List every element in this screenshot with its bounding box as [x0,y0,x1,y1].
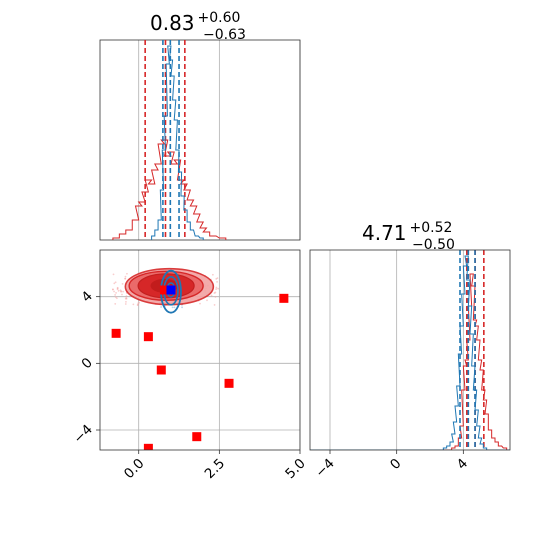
scatter-point [213,292,216,294]
scatter-point-blue [171,306,174,309]
scatter-point [124,303,127,305]
scatter-point [122,290,125,293]
x-tick-label-2: 5.0 [282,456,309,483]
red-square-marker-6 [192,432,202,442]
scatter-point [125,295,128,298]
blue-square-marker [166,285,176,295]
red-square-marker-4 [156,365,166,375]
scatter-point [124,277,126,280]
x-tick-label-1: 2.5 [202,456,229,483]
histogram-step-line-0 [112,139,227,240]
scatter-point-blue [160,306,163,308]
scatter-point [215,288,217,290]
scatter-point [206,299,208,302]
panel-title-bottom-right: 4.71 +0.52 −0.50 [362,220,455,253]
panel-title-top-left: 0.83 +0.60 −0.63 [150,10,246,43]
scatter-point [121,282,124,285]
x-tick-label-1: 0 [387,456,404,473]
panel-top-left-histogram: 0.83 +0.60 −0.63 [99,10,301,241]
red-square-marker-2 [111,328,121,338]
scatter-point [114,281,117,284]
y-tick-label-2: 4 [79,288,96,305]
scatter-point [120,290,122,293]
scatter-point [214,296,217,298]
scatter-point [114,296,117,299]
y-tick-label-1: 0 [79,355,96,372]
scatter-point [217,287,220,290]
scatter-point [113,290,115,293]
scatter-point [211,273,214,276]
scatter-point [216,280,218,283]
title-value: 0.83 [150,11,195,35]
title-value: 4.71 [362,221,407,245]
scatter-point [210,294,213,297]
histogram-step-line-1 [151,45,204,240]
panel-frame [99,249,301,451]
scatter-point [114,303,117,305]
histogram-area [310,250,510,450]
scatter-point [112,273,115,276]
red-square-marker-3 [143,332,153,342]
panel-bottom-right-histogram: −4 0 4 4.71 +0.52 −0.50 [309,220,511,481]
scatter-point [216,277,219,280]
scatter-point [124,297,127,300]
scatter-point [132,303,135,306]
scatter-point [137,302,140,305]
scatter-point [112,288,114,291]
scatter-point [124,275,127,278]
scatter-point [199,302,201,305]
red-square-marker-5 [224,378,234,388]
title-upper-error: +0.52 [410,220,453,236]
y-tick-label-0: −4 [71,422,96,447]
scatter-point [117,289,120,292]
red-square-marker-7 [143,443,153,450]
scatter-point [113,282,116,285]
histogram-step-line-1 [310,255,510,450]
panel-frame [99,39,301,241]
scatter-point [121,293,123,296]
scatter-point [126,272,128,275]
histogram-step-line-0 [310,273,510,450]
scatter-point-blue [173,306,176,309]
scatter-point-blue [181,306,183,309]
title-upper-error: +0.60 [198,10,241,26]
title-lower-error: −0.50 [412,237,455,253]
red-square-marker-1 [160,285,170,295]
panel-bottom-left-contour: 0.0 2.5 5.0 −4 0 4 [71,249,309,483]
scatter-point [115,291,117,294]
title-lower-error: −0.63 [203,27,246,43]
scatter-point [215,286,218,289]
scatter-point [125,300,127,303]
scatter-point [116,287,119,290]
x-tick-label-0: 0.0 [121,456,148,483]
red-square-marker-0 [279,293,289,303]
x-tick-label-0: −4 [312,456,337,481]
panel-frame [309,249,511,451]
scatter-point [137,303,139,306]
x-tick-label-2: 4 [454,456,471,473]
scatter-point [114,294,116,296]
contour-plot-area [100,250,300,450]
scatter-point [213,304,216,306]
